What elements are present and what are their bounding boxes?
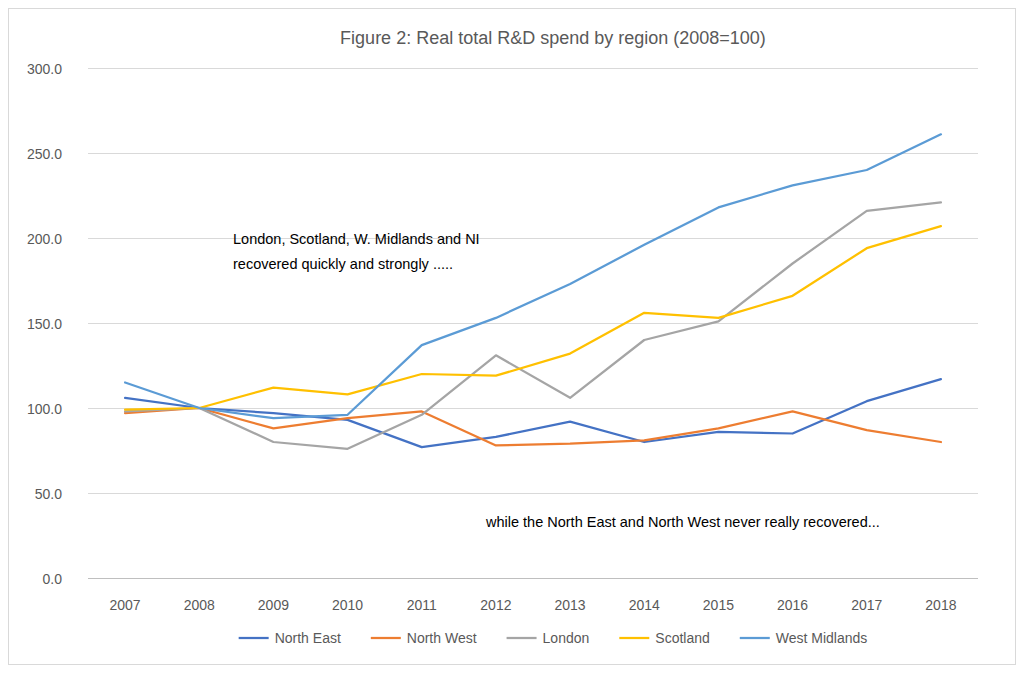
- legend-item: Scotland: [619, 630, 709, 646]
- legend-label: Scotland: [655, 630, 709, 646]
- x-tick-label: 2018: [925, 597, 956, 613]
- legend-swatch: [371, 637, 401, 639]
- annotation: London, Scotland, W. Midlands and NI: [233, 231, 480, 247]
- grid-line: [88, 323, 978, 324]
- series-line: [125, 202, 941, 448]
- legend-item: North East: [239, 630, 341, 646]
- x-tick-label: 2009: [258, 597, 289, 613]
- y-tick-label: 100.0: [27, 401, 62, 417]
- y-axis: [88, 68, 89, 578]
- grid-line: [88, 153, 978, 154]
- series-line: [125, 226, 941, 410]
- grid-line: [88, 238, 978, 239]
- legend-label: North West: [407, 630, 477, 646]
- x-tick-label: 2015: [703, 597, 734, 613]
- annotation: recovered quickly and strongly .....: [233, 256, 453, 272]
- legend-label: London: [543, 630, 590, 646]
- x-tick-label: 2007: [110, 597, 141, 613]
- title: Figure 2: Real total R&D spend by region…: [340, 28, 766, 48]
- chart: Figure 2: Real total R&D spend by region…: [0, 0, 1024, 673]
- x-tick-label: 2017: [851, 597, 882, 613]
- legend-swatch: [740, 637, 770, 639]
- grid-line: [88, 68, 978, 69]
- legend-swatch: [239, 637, 269, 639]
- x-tick-label: 2013: [555, 597, 586, 613]
- legend-label: West Midlands: [776, 630, 868, 646]
- chart-frame: [9, 9, 1016, 665]
- legend-item: West Midlands: [740, 630, 868, 646]
- x-tick-label: 2012: [480, 597, 511, 613]
- series-line: [125, 134, 941, 418]
- y-tick-label: 0.0: [43, 571, 63, 587]
- y-tick-label: 150.0: [27, 316, 62, 332]
- legend-label: North East: [275, 630, 341, 646]
- grid: [88, 69, 978, 579]
- grid-line: [88, 493, 978, 494]
- legend-item: London: [507, 630, 590, 646]
- x-tick-label: 2014: [629, 597, 660, 613]
- y-tick-label: 300.0: [27, 61, 62, 77]
- x-tick-label: 2008: [184, 597, 215, 613]
- grid-line: [88, 578, 978, 579]
- legend-swatch: [619, 637, 649, 639]
- x-tick-label: 2016: [777, 597, 808, 613]
- legend-swatch: [507, 637, 537, 639]
- x-tick-label: 2011: [407, 597, 437, 613]
- series-group: [125, 134, 941, 449]
- annotation: while the North East and North West neve…: [485, 514, 880, 530]
- x-tick-label: 2010: [332, 597, 363, 613]
- legend-item: North West: [371, 630, 477, 646]
- y-tick-label: 50.0: [35, 486, 62, 502]
- series-line: [125, 379, 941, 447]
- legend: North East North West London Scotland West M…: [239, 630, 868, 646]
- y-tick-label: 250.0: [27, 146, 62, 162]
- y-tick-label: 200.0: [27, 231, 62, 247]
